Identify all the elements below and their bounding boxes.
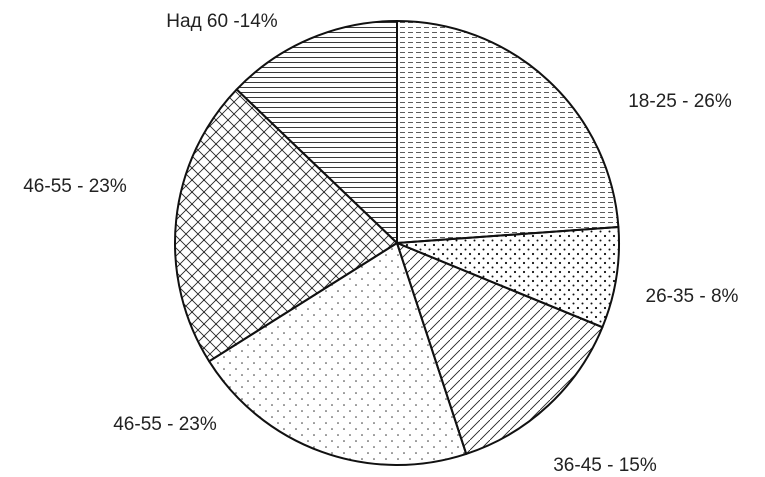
pie-slice [208, 242, 468, 466]
pie-slice [174, 88, 398, 363]
slice-label: 46-55 - 23% [23, 176, 127, 197]
pie-slice [396, 20, 620, 244]
slice-label: 46-55 - 23% [113, 414, 217, 435]
pie-slice [235, 20, 398, 244]
pie-slice [396, 242, 604, 455]
slice-label: 26-35 - 8% [646, 286, 739, 307]
slice-label: 18-25 - 26% [628, 91, 732, 112]
slice-label: Над 60 -14% [166, 11, 278, 32]
slice-label: 36-45 - 15% [553, 455, 657, 476]
pie-slice [396, 226, 620, 329]
